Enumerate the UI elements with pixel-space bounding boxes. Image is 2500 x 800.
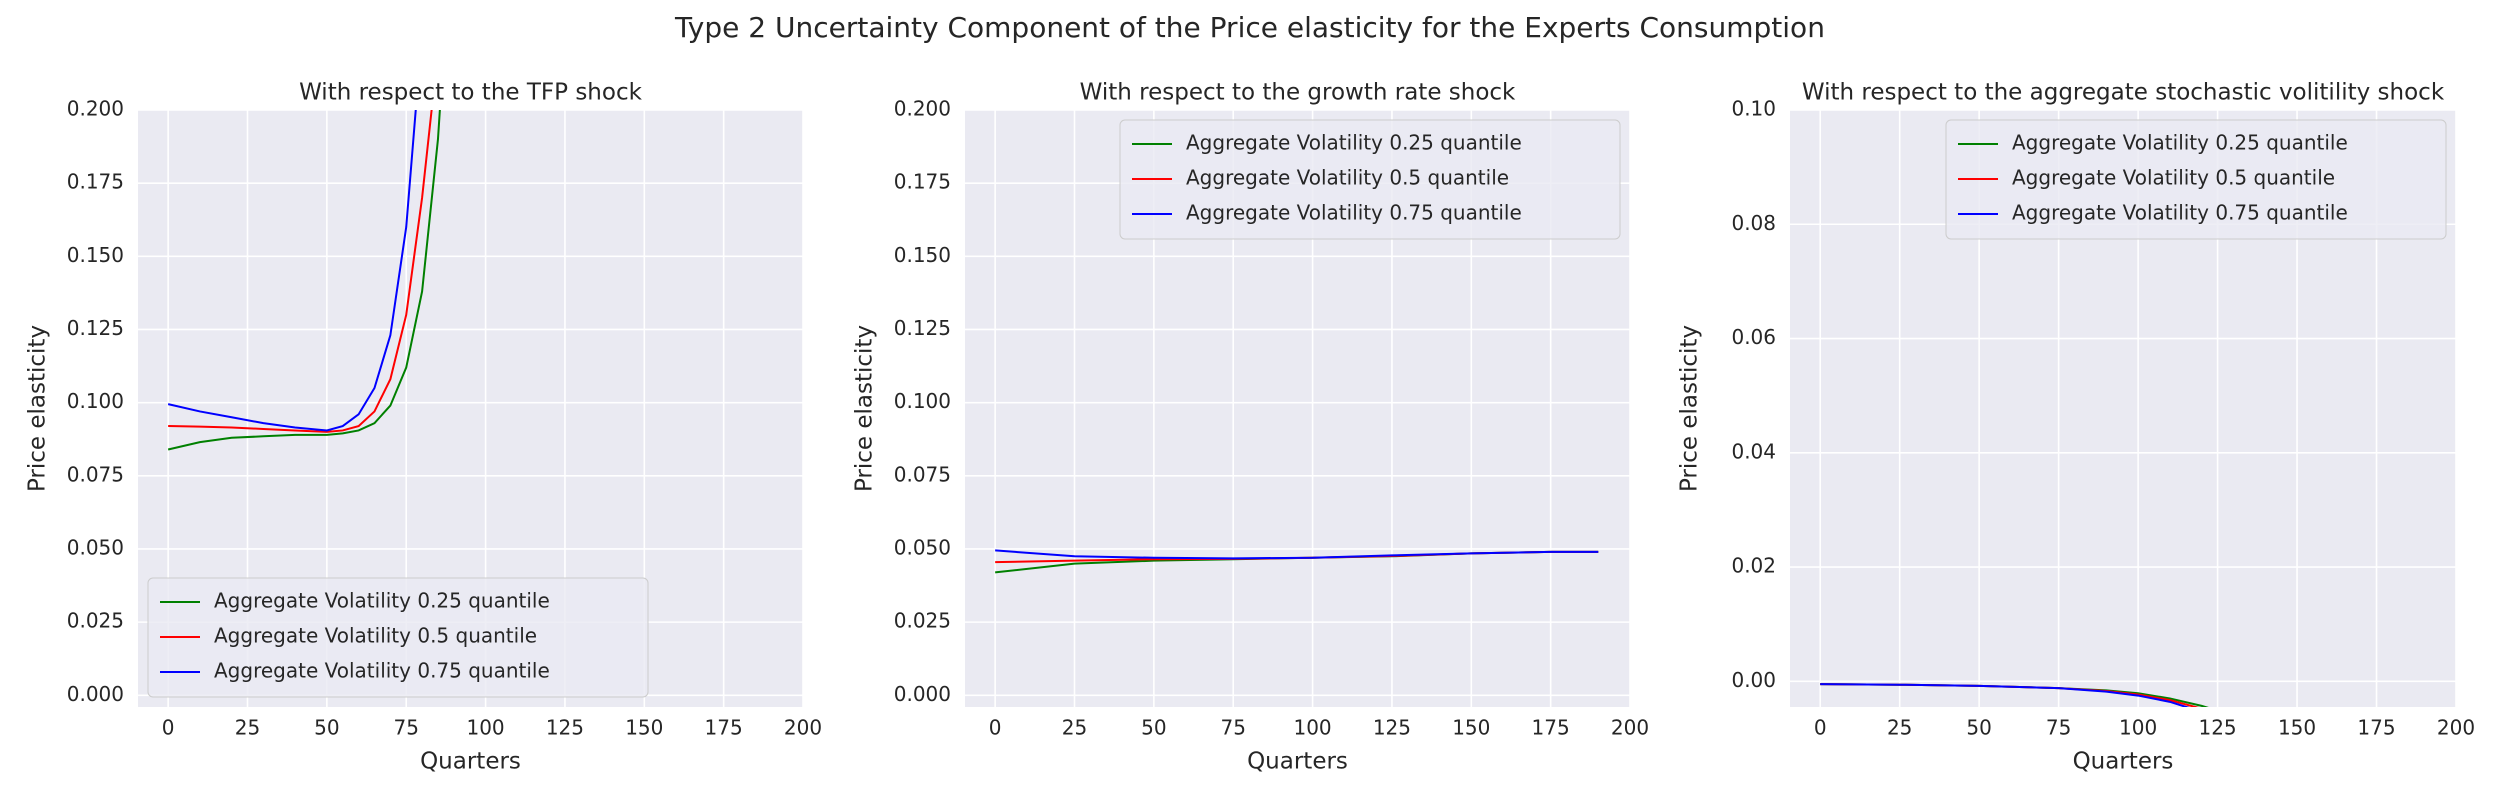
y-axis-label: Price elasticity — [1677, 325, 1703, 492]
x-tick-label: 100 — [2119, 716, 2157, 740]
y-tick-label: 0.025 — [894, 609, 951, 633]
y-tick-label: 0.00 — [1731, 668, 1776, 692]
x-tick-label: 25 — [1887, 716, 1912, 740]
subplot: 0 25 50 75 100 125 150 175 200 0.000 0.025 0.050 0.0… — [852, 80, 1650, 775]
legend-label: Aggregate Volatility 0.25 quantile — [2012, 131, 2348, 155]
subplot-title: With respect to the aggregate stochastic… — [1802, 80, 2445, 106]
legend-box — [147, 577, 649, 698]
x-tick-label: 50 — [1141, 716, 1166, 740]
y-tick-label: 0.04 — [1731, 439, 1776, 463]
x-tick-label: 50 — [1966, 716, 1991, 740]
y-tick-label: 0.08 — [1731, 211, 1776, 235]
x-tick-label: 75 — [1220, 716, 1245, 740]
y-tick-label: 0.06 — [1731, 325, 1776, 349]
x-tick-label: 175 — [705, 716, 743, 740]
x-tick-label: 175 — [1532, 716, 1570, 740]
y-tick-label: 0.200 — [67, 97, 124, 121]
legend-box — [1119, 119, 1621, 240]
x-tick-label: 25 — [235, 716, 260, 740]
y-tick-label: 0.075 — [894, 462, 951, 486]
y-tick-label: 0.000 — [67, 682, 124, 706]
subplot: 0 25 50 75 100 125 150 175 200 0.00 0.02 0.04 0.06 0.… — [1677, 80, 2476, 775]
x-tick-label: 200 — [784, 716, 822, 740]
legend: Aggregate Volatility 0.25 quantile Aggreg… — [147, 577, 649, 698]
x-tick-label: 150 — [1452, 716, 1490, 740]
x-tick-label: 0 — [1814, 716, 1827, 740]
x-tick-label: 75 — [393, 716, 418, 740]
y-tick-label: 0.150 — [67, 243, 124, 267]
x-tick-label: 125 — [1373, 716, 1411, 740]
y-tick-label: 0.100 — [67, 389, 124, 413]
x-tick-label: 0 — [162, 716, 175, 740]
subplot-title: With respect to the growth rate shock — [1080, 80, 1516, 106]
y-tick-label: 0.02 — [1731, 554, 1776, 578]
legend-label: Aggregate Volatility 0.75 quantile — [1186, 201, 1522, 225]
x-tick-label: 0 — [989, 716, 1002, 740]
y-axis-label: Price elasticity — [852, 325, 878, 492]
x-axis-label: Quarters — [420, 749, 521, 775]
legend-label: Aggregate Volatility 0.25 quantile — [1186, 131, 1522, 155]
y-tick-label: 0.125 — [67, 316, 124, 340]
y-tick-label: 0.050 — [67, 535, 124, 559]
y-tick-label: 0.200 — [894, 97, 951, 121]
x-tick-label: 75 — [2046, 716, 2071, 740]
x-tick-label: 150 — [2278, 716, 2316, 740]
lines — [1820, 683, 2209, 707]
x-tick-label: 50 — [314, 716, 339, 740]
legend-label: Aggregate Volatility 0.5 quantile — [1186, 166, 1509, 190]
subplot-title: With respect to the TFP shock — [299, 80, 643, 106]
y-tick-label: 0.150 — [894, 243, 951, 267]
y-tick-label: 0.100 — [894, 389, 951, 413]
line — [167, 110, 417, 432]
x-tick-label: 200 — [2437, 716, 2475, 740]
y-tick-label: 0.125 — [894, 316, 951, 340]
legend-label: Aggregate Volatility 0.25 quantile — [214, 589, 550, 613]
figure-title: Type 2 Uncertainty Component of the Pric… — [674, 11, 1825, 44]
legend-label: Aggregate Volatility 0.5 quantile — [2012, 166, 2335, 190]
y-tick-label: 0.075 — [67, 462, 124, 486]
y-tick-label: 0.050 — [894, 535, 951, 559]
line — [168, 110, 433, 433]
x-tick-label: 100 — [466, 716, 504, 740]
line — [1820, 683, 2190, 707]
x-axis-label: Quarters — [1247, 749, 1348, 775]
x-tick-label: 150 — [625, 716, 663, 740]
x-tick-label: 100 — [1293, 716, 1331, 740]
legend-label: Aggregate Volatility 0.75 quantile — [214, 659, 550, 683]
subplot: 0 25 50 75 100 125 150 175 200 0.000 0.025 0.050 0.0… — [25, 80, 823, 775]
x-tick-label: 175 — [2357, 716, 2395, 740]
line — [995, 549, 1599, 560]
x-tick-label: 125 — [2198, 716, 2236, 740]
y-tick-label: 0.10 — [1731, 97, 1776, 121]
lines — [167, 110, 441, 451]
y-tick-label: 0.175 — [894, 170, 951, 194]
legend: Aggregate Volatility 0.25 quantile Aggreg… — [1945, 119, 2447, 240]
x-tick-label: 25 — [1062, 716, 1087, 740]
legend-box — [1945, 119, 2447, 240]
y-tick-label: 0.175 — [67, 170, 124, 194]
lines — [995, 549, 1599, 574]
x-tick-label: 200 — [1611, 716, 1649, 740]
y-tick-label: 0.000 — [894, 682, 951, 706]
legend: Aggregate Volatility 0.25 quantile Aggreg… — [1119, 119, 1621, 240]
y-tick-label: 0.025 — [67, 609, 124, 633]
y-axis-label: Price elasticity — [25, 325, 51, 492]
legend-label: Aggregate Volatility 0.75 quantile — [2012, 201, 2348, 225]
x-axis-label: Quarters — [2073, 749, 2174, 775]
line — [167, 110, 441, 451]
x-tick-label: 125 — [546, 716, 584, 740]
legend-label: Aggregate Volatility 0.5 quantile — [214, 624, 537, 648]
